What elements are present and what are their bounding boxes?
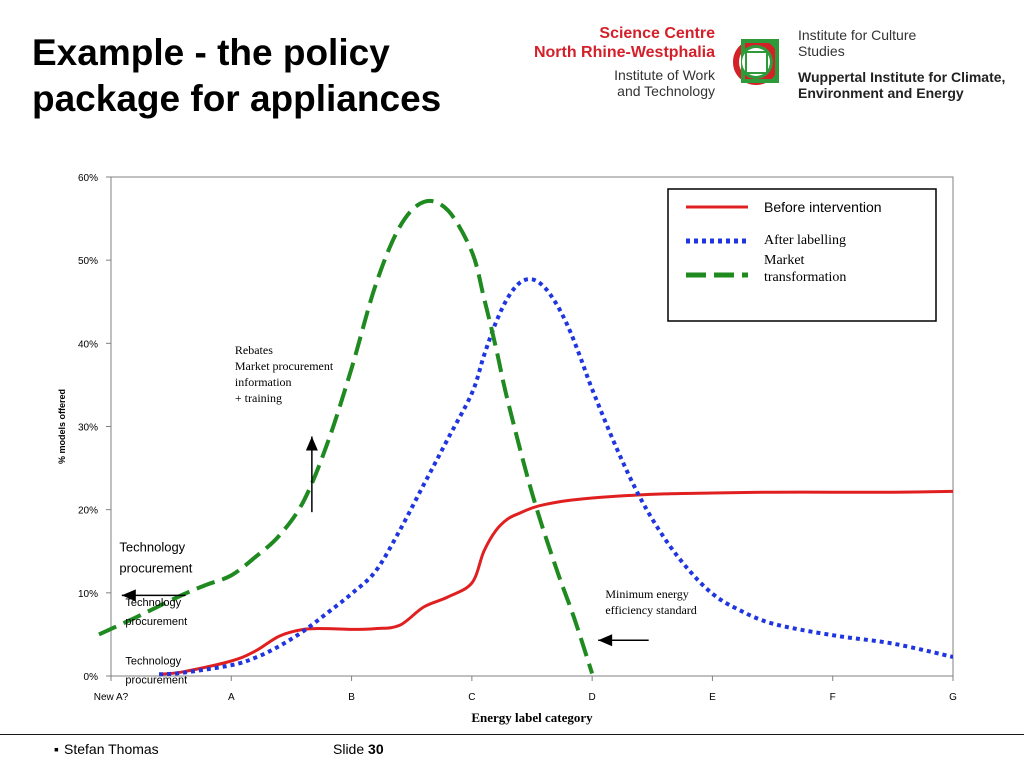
annotation-min-standard: efficiency standard [605,603,696,617]
x-tick-label: G [949,692,957,703]
annotation-tech-proc-large: procurement [119,560,192,575]
wuppertal-logo-text: Institute for Culture Studies Wuppertal … [798,27,1018,101]
x-axis-title: Energy label category [471,710,593,725]
y-tick-label: 0% [84,672,99,683]
annotation-tech-proc-medium: Technology [125,597,181,609]
series-line-dotted [159,277,953,677]
annotation-rebates: Market procurement [235,359,334,373]
x-tick-label: B [348,692,355,703]
footer-slide-label: Slide [333,741,365,757]
footer-slide-value: 30 [368,741,384,757]
x-tick-label: C [468,692,475,703]
y-tick-label: 40% [78,339,98,350]
legend-label-transformation: Market [764,253,805,268]
series-line-solid [158,489,953,676]
annotation-min-standard: Minimum energy [605,587,688,601]
annotation-tech-proc-large: Technology [119,539,185,554]
x-tick-label: E [709,692,716,703]
annotation-rebates: + training [235,391,282,405]
culture-studies-line1: Institute for Culture [798,27,917,43]
annotation-tech-proc-small: Technology [125,655,181,667]
science-centre-logo: Science Centre North Rhine-Westphalia In… [490,24,715,99]
annotation-tech-proc-small: procurement [125,674,187,686]
arrow-head-min-standard [598,634,613,647]
legend-label-transformation: transformation [764,270,846,285]
institute-work-line2: and Technology [617,83,715,99]
series-line-dashed [98,198,595,675]
annotation-tech-proc-medium: procurement [125,616,187,628]
x-tick-label: A [228,692,235,703]
slide-title: Example - the policy package for applian… [32,32,442,119]
x-tick-label: New A? [94,692,129,703]
arrow-head-tech-proc-large [121,589,136,602]
annotation-rebates: information [235,375,292,389]
wuppertal-institute-name: Wuppertal Institute for Climate, Environ… [798,69,1006,101]
footer-divider [0,734,1024,735]
wuppertal-logo-icon [733,39,779,85]
culture-studies-line2: Studies [798,43,845,59]
science-centre-line2: North Rhine-Westphalia [533,44,715,61]
y-tick-label: 20% [78,506,98,517]
legend-label-before: Before intervention [764,199,882,215]
footer-bullet-icon: ▪ [54,741,59,757]
arrow-head-rebates [305,436,318,451]
x-tick-label: F [830,692,836,703]
legend-box [667,188,937,322]
institute-work-line1: Institute of Work [614,67,715,83]
y-axis-title: % models offered [57,389,67,464]
y-tick-label: 10% [78,589,98,600]
x-tick-label: D [589,692,596,703]
line-chart: 0% 10% 20% 30% 40% 50% 60% New A? A B C D E F G Energy … [57,173,957,725]
y-tick-label: 60% [78,173,98,184]
legend-label-labelling: After labelling [764,233,846,248]
footer-author: Stefan Thomas [64,741,159,757]
y-tick-label: 30% [78,423,98,434]
y-tick-label: 50% [78,256,98,267]
annotation-rebates: Rebates [235,343,273,357]
footer-slide-number: Slide 30 [333,741,384,757]
science-centre-line1: Science Centre [599,25,715,42]
